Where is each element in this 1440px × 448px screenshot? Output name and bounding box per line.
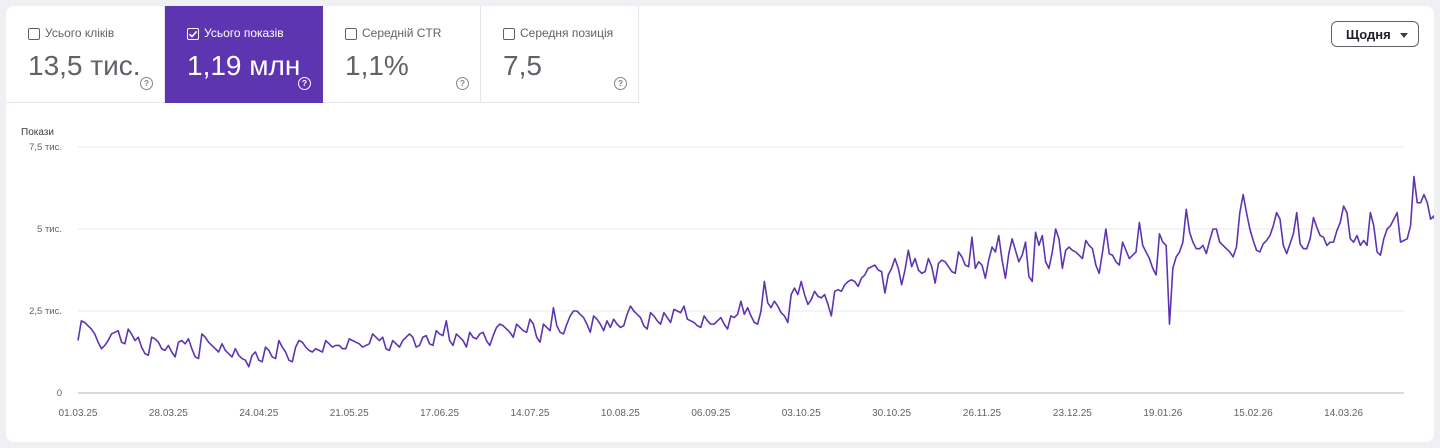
x-tick-label: 15.02.26 — [1234, 408, 1273, 419]
metric-label: Середня позиція — [520, 26, 614, 40]
y-axis-label: Покази — [21, 127, 54, 138]
y-tick-label: 7,5 тис. — [29, 142, 62, 153]
metric-average-position[interactable]: Середня позиція 7,5 ? — [481, 6, 639, 103]
checkbox-checked-icon[interactable] — [187, 28, 199, 40]
x-tick-label: 23.12.25 — [1053, 408, 1092, 419]
chart-grid — [78, 146, 1404, 394]
period-dropdown-label: Щодня — [1346, 27, 1391, 42]
x-tick-label: 06.09.25 — [691, 408, 730, 419]
y-tick-label: 0 — [57, 388, 62, 399]
x-axis-ticks: 01.03.25 28.03.25 24.04.25 21.05.25 17.06.25… — [59, 408, 1364, 419]
metric-label: Усього кліків — [45, 26, 115, 40]
x-tick-label: 14.07.25 — [511, 408, 550, 419]
performance-card: Усього кліків 13,5 тис. ? Усього показів… — [6, 6, 1434, 442]
caret-down-icon — [1400, 33, 1408, 38]
x-tick-label: 24.04.25 — [239, 408, 278, 419]
metric-value: 1,1% — [345, 50, 409, 81]
x-tick-label: 01.03.25 — [59, 408, 98, 419]
metric-average-ctr[interactable]: Середній CTR 1,1% ? — [323, 6, 481, 103]
impressions-series-line — [77, 175, 1434, 368]
checkbox-icon[interactable] — [503, 28, 515, 40]
metric-value: 13,5 тис. — [28, 50, 141, 81]
x-tick-label: 28.03.25 — [149, 408, 188, 419]
x-tick-label: 21.05.25 — [330, 408, 369, 419]
x-tick-label: 19.01.26 — [1143, 408, 1182, 419]
help-circle-icon[interactable]: ? — [298, 77, 311, 90]
x-tick-label: 03.10.25 — [782, 408, 821, 419]
checkbox-icon[interactable] — [345, 28, 357, 40]
metric-value: 7,5 — [503, 50, 542, 81]
x-tick-label: 10.08.25 — [601, 408, 640, 419]
chart-series — [77, 175, 1434, 368]
x-tick-label: 30.10.25 — [872, 408, 911, 419]
x-tick-label: 26.11.25 — [963, 408, 1002, 419]
period-dropdown[interactable]: Щодня — [1331, 21, 1419, 47]
y-tick-label: 5 тис. — [37, 224, 62, 235]
y-tick-label: 2,5 тис. — [29, 306, 62, 317]
x-tick-label: 14.03.26 — [1324, 408, 1363, 419]
checkbox-icon[interactable] — [28, 28, 40, 40]
help-circle-icon[interactable]: ? — [614, 77, 627, 90]
x-tick-label: 17.06.25 — [420, 408, 459, 419]
help-circle-icon[interactable]: ? — [140, 77, 153, 90]
y-axis-ticks: 0 2,5 тис. 5 тис. 7,5 тис. — [29, 142, 62, 399]
metric-total-clicks[interactable]: Усього кліків 13,5 тис. ? — [6, 6, 165, 103]
metric-label: Усього показів — [204, 26, 284, 40]
metric-label: Середній CTR — [362, 26, 442, 40]
impressions-line-chart: Покази 0 2,5 тис. 5 тис. 7,5 тис. 01.03.25 2… — [21, 127, 1434, 419]
help-circle-icon[interactable]: ? — [456, 77, 469, 90]
metric-total-impressions[interactable]: Усього показів 1,19 млн ? — [165, 6, 323, 103]
metric-value: 1,19 млн — [187, 50, 301, 81]
